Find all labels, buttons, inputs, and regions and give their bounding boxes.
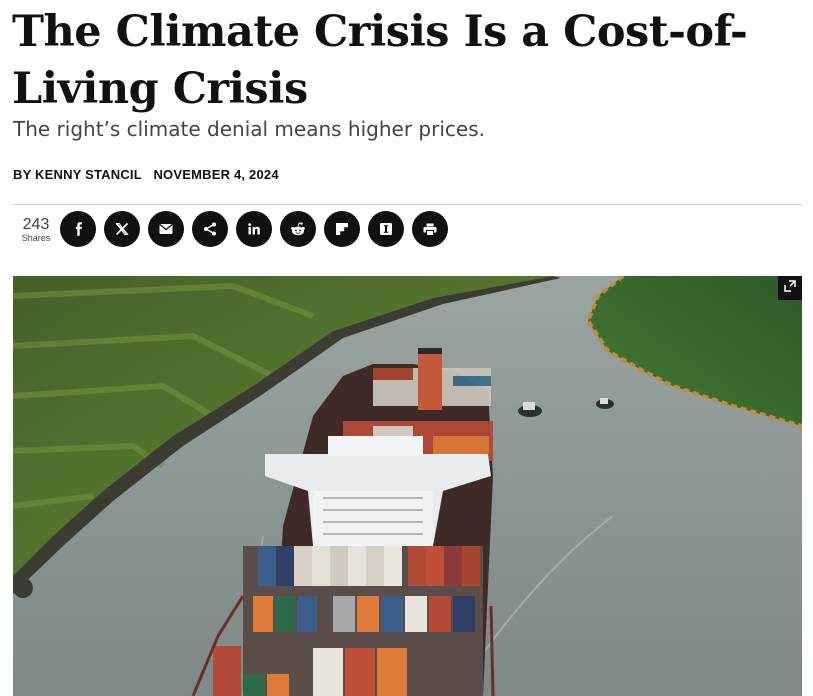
flipboard-icon <box>335 222 349 236</box>
share-count: 243 Shares <box>18 216 54 244</box>
publish-date: NOVEMBER 4, 2024 <box>153 167 279 182</box>
x-icon <box>115 222 129 236</box>
containers <box>213 546 483 696</box>
share-bar <box>60 211 448 247</box>
email-icon <box>159 223 173 235</box>
article-headline: The Climate Crisis Is a Cost-of-Living C… <box>12 7 748 114</box>
share-count-label: Shares <box>21 233 51 243</box>
author-link[interactable]: BY KENNY STANCIL <box>13 167 142 182</box>
linkedin-icon <box>247 222 261 236</box>
hero-image <box>13 276 802 696</box>
tugboat <box>518 402 542 417</box>
x-share-button[interactable] <box>104 211 140 247</box>
linkedin-share-button[interactable] <box>236 211 272 247</box>
tugboat <box>596 398 614 409</box>
instapaper-icon <box>379 222 393 236</box>
share-button[interactable] <box>192 211 228 247</box>
reddit-share-button[interactable] <box>280 211 316 247</box>
article-dek: The right’s climate denial means higher … <box>13 117 485 141</box>
reddit-icon <box>290 222 306 236</box>
divider <box>13 204 802 205</box>
flipboard-share-button[interactable] <box>324 211 360 247</box>
email-share-button[interactable] <box>148 211 184 247</box>
instapaper-share-button[interactable] <box>368 211 404 247</box>
share-icon <box>203 222 217 236</box>
facebook-share-button[interactable] <box>60 211 96 247</box>
print-button[interactable] <box>412 211 448 247</box>
facebook-icon <box>71 222 85 236</box>
container-ship-canal-photo <box>13 276 802 696</box>
share-count-number: 243 <box>22 216 50 233</box>
expand-icon <box>784 279 796 297</box>
print-icon <box>423 223 437 236</box>
expand-image-button[interactable] <box>778 276 802 300</box>
byline: BY KENNY STANCIL NOVEMBER 4, 2024 <box>13 167 279 182</box>
